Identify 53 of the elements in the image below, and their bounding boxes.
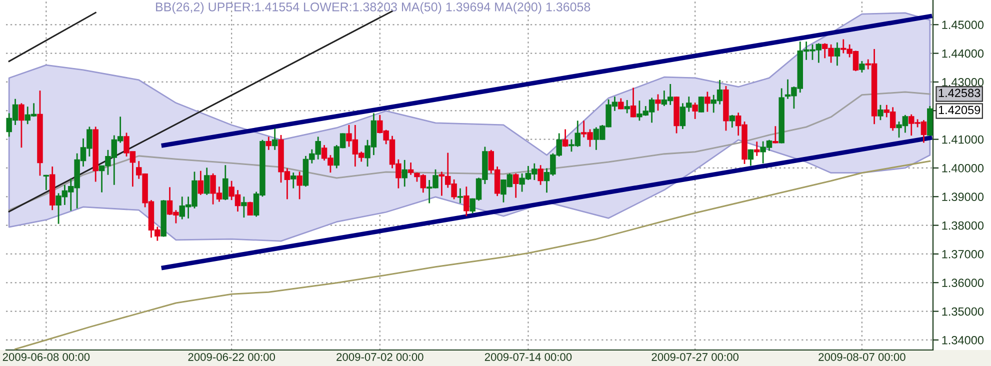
candlestick	[204, 166, 210, 196]
text: 1.42059	[938, 106, 980, 114]
candlestick	[859, 60, 865, 74]
candlestick	[698, 96, 704, 114]
candlestick	[408, 162, 414, 176]
y-tick-label: 1.36000	[942, 278, 984, 288]
candlestick	[748, 148, 754, 166]
candlestick	[290, 172, 296, 190]
y-tick-label: 1.40000	[942, 164, 984, 172]
y-tick-label: 1.43000	[942, 78, 984, 86]
candlestick	[43, 174, 50, 191]
candlestick	[198, 170, 204, 196]
candlestick	[464, 186, 470, 217]
candlestick	[222, 164, 228, 201]
y-tick-label: 1.44000	[942, 49, 984, 58]
candlestick	[630, 87, 636, 118]
candlestick	[18, 102, 24, 148]
candlestick	[272, 128, 278, 151]
candlestick	[704, 91, 710, 112]
candlestick	[241, 196, 247, 218]
candlestick	[247, 201, 253, 216]
x-tick-label: 2009-06-22 00:00	[188, 353, 276, 361]
candlestick	[457, 188, 464, 204]
candlestick	[834, 42, 840, 66]
y-tick-label: 1.35000	[942, 307, 984, 316]
y-tick-label: 1.38000	[942, 221, 984, 230]
candlestick	[402, 159, 408, 188]
candlestick	[512, 172, 519, 198]
candlestick	[692, 102, 698, 120]
text: 1.42583	[938, 88, 980, 98]
candlestick	[562, 128, 568, 148]
line-series	[14, 160, 931, 350]
candlestick	[266, 136, 272, 151]
candlestick	[538, 164, 544, 186]
candlestick	[754, 140, 760, 157]
candlestick	[772, 125, 778, 144]
x-tick-label: 2009-08-07 00:00	[818, 353, 906, 361]
candlestick	[655, 94, 661, 112]
x-tick-label: 2009-06-08 00:00	[2, 353, 90, 361]
candlestick	[878, 104, 884, 121]
y-tick-label: 1.45000	[942, 20, 984, 30]
y-tick-label: 1.37000	[942, 250, 984, 258]
candlestick	[624, 99, 630, 114]
line-series	[8, 91, 931, 211]
x-tick-label: 2009-07-14 00:00	[484, 353, 572, 361]
y-tick-label: 1.41000	[942, 135, 984, 144]
x-tick-label: 2009-07-27 00:00	[652, 353, 739, 361]
y-tick-label: 1.39000	[942, 192, 984, 202]
candlestick	[296, 171, 302, 200]
chart-title: BB(26,2) UPPER:1.41554 LOWER:1.38203 MA(50) 1.39694 MA(200) 1.36058	[156, 2, 590, 14]
candlestick	[729, 114, 736, 128]
y-tick-label: 1.34000	[942, 336, 984, 344]
x-tick-label: 2009-07-02 00:00	[336, 353, 424, 361]
